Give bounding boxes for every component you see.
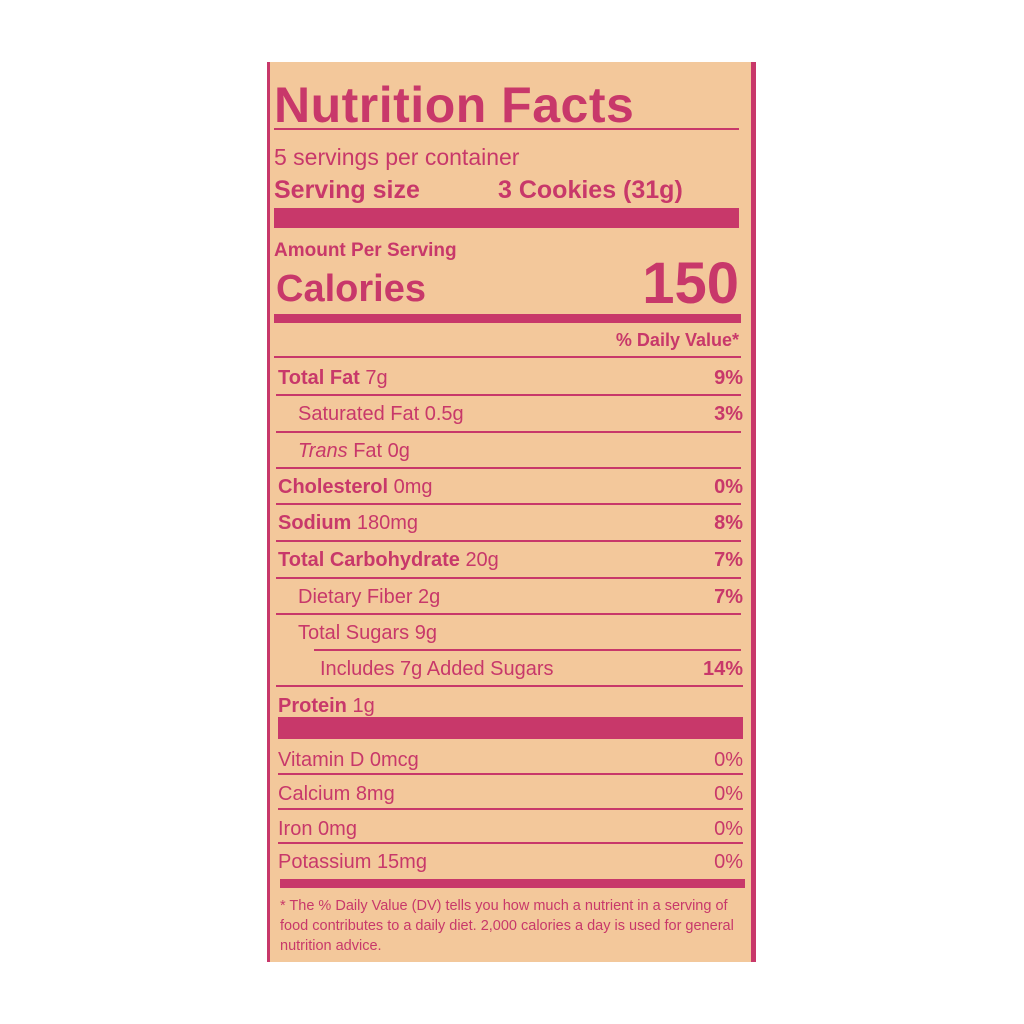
vitamin-amount: 8mg xyxy=(355,782,395,805)
divider xyxy=(278,808,743,810)
vitamin-dv: 0% xyxy=(714,782,743,805)
nutrient-amount: 2g xyxy=(418,585,441,608)
vitamin-name: Vitamin D xyxy=(278,748,365,771)
nutrient-row-total-sugars: Total Sugars 9g xyxy=(278,615,743,651)
serving-size-value: 3 Cookies (31g) xyxy=(498,176,683,204)
nutrition-facts-label: Nutrition Facts 5 servings per container… xyxy=(267,62,756,962)
nutrient-dv: 8% xyxy=(714,511,743,534)
nutrient-amount: 180mg xyxy=(356,511,419,534)
divider xyxy=(274,356,741,358)
divider xyxy=(278,842,743,844)
nutrient-name: Cholesterol xyxy=(278,475,389,498)
vitamin-row-iron: Iron 0mg 0% xyxy=(278,811,743,847)
vitamin-name: Calcium xyxy=(278,782,351,805)
divider xyxy=(278,773,743,775)
nutrient-name-suffix: Fat xyxy=(353,439,383,462)
vitamin-amount: 15mg xyxy=(376,850,427,873)
vitamin-amount: 0mg xyxy=(318,817,357,840)
nutrient-amount: 1g xyxy=(352,694,375,717)
divider xyxy=(276,394,741,396)
vitamin-row-calcium: Calcium 8mg 0% xyxy=(278,776,743,812)
nutrient-name: Includes 7g Added Sugars xyxy=(320,657,554,680)
divider xyxy=(276,577,741,579)
nutrient-name: Total Fat xyxy=(278,366,360,389)
nutrient-row-saturated-fat: Saturated Fat 0.5g 3% xyxy=(278,396,743,432)
nutrient-name: Saturated Fat xyxy=(298,402,420,425)
label-title: Nutrition Facts xyxy=(274,77,635,133)
nutrient-dv: 7% xyxy=(714,585,743,608)
nutrient-name: Trans xyxy=(298,439,348,462)
nutrient-dv: 14% xyxy=(702,657,743,680)
nutrient-amount: 20g xyxy=(465,548,499,571)
nutrient-row-protein: Protein 1g xyxy=(278,688,743,724)
vitamin-row-vitamin-d: Vitamin D 0mcg 0% xyxy=(278,742,743,778)
nutrient-amount: 9g xyxy=(414,621,437,644)
nutrient-name: Protein xyxy=(278,694,347,717)
vitamin-dv: 0% xyxy=(714,850,743,873)
divider xyxy=(276,685,743,687)
nutrient-row-total-carbohydrate: Total Carbohydrate 20g 7% xyxy=(278,542,743,578)
nutrient-amount: 0mg xyxy=(393,475,433,498)
footnote: * The % Daily Value (DV) tells you how m… xyxy=(280,898,734,954)
calories-label: Calories xyxy=(276,268,426,310)
calories-value: 150 xyxy=(642,251,739,316)
divider xyxy=(276,431,741,433)
nutrient-row-sodium: Sodium 180mg 8% xyxy=(278,505,743,541)
nutrient-row-trans-fat: Trans Fat 0g xyxy=(278,433,743,469)
divider xyxy=(276,613,741,615)
serving-size-label: Serving size xyxy=(274,176,420,204)
divider xyxy=(314,649,741,651)
thick-divider xyxy=(278,717,743,739)
nutrient-row-cholesterol: Cholesterol 0mg 0% xyxy=(278,469,743,505)
nutrient-amount: 0.5g xyxy=(424,402,464,425)
vitamin-name: Potassium xyxy=(278,850,372,873)
vitamin-dv: 0% xyxy=(714,817,743,840)
nutrient-name: Sodium xyxy=(278,511,352,534)
amount-per-serving: Amount Per Serving xyxy=(274,240,457,261)
nutrient-dv: 3% xyxy=(714,402,743,425)
medium-divider xyxy=(274,314,741,323)
vitamin-row-potassium: Potassium 15mg 0% xyxy=(278,844,743,880)
nutrient-row-total-fat: Total Fat 7g 9% xyxy=(278,360,743,396)
nutrient-dv: 9% xyxy=(714,366,743,389)
divider xyxy=(276,503,741,505)
nutrient-row-dietary-fiber: Dietary Fiber 2g 7% xyxy=(278,579,743,615)
nutrient-dv: 7% xyxy=(714,548,743,571)
medium-divider xyxy=(280,879,745,888)
divider xyxy=(274,128,739,130)
vitamin-name: Iron xyxy=(278,817,313,840)
nutrient-name: Dietary Fiber xyxy=(298,585,413,608)
nutrient-dv: 0% xyxy=(714,475,743,498)
vitamin-amount: 0mcg xyxy=(369,748,419,771)
divider xyxy=(276,540,741,542)
thick-divider xyxy=(274,208,739,228)
daily-value-header: % Daily Value* xyxy=(615,330,739,350)
vitamin-dv: 0% xyxy=(714,748,743,771)
nutrient-name: Total Carbohydrate xyxy=(278,548,460,571)
servings-per-container: 5 servings per container xyxy=(274,144,520,170)
nutrient-amount: 7g xyxy=(365,366,388,389)
nutrient-amount: 0g xyxy=(387,439,410,462)
nutrient-row-added-sugars: Includes 7g Added Sugars 14% xyxy=(278,651,743,687)
divider xyxy=(276,467,741,469)
nutrient-name: Total Sugars xyxy=(298,621,410,644)
